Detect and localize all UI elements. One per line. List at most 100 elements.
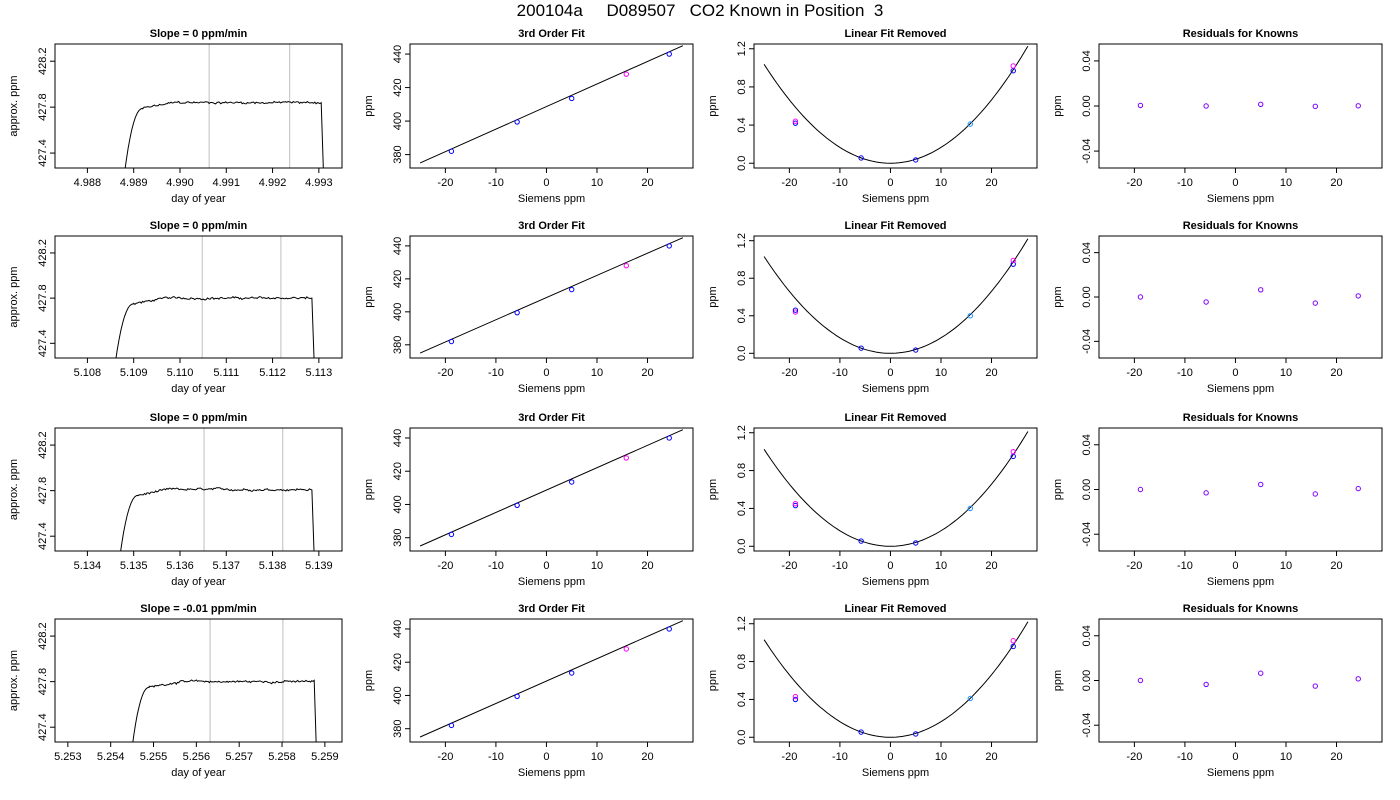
y-tick-label: 1.2: [736, 41, 748, 56]
y-axis-label: ppm: [363, 286, 375, 307]
page-title: 200104a D089507 CO2 Known in Position 3: [516, 1, 884, 20]
plot-title: Slope = 0 ppm/min: [150, 220, 248, 232]
plot-frame: [409, 427, 694, 552]
data-point: [623, 646, 629, 652]
y-tick-label: 427.8: [37, 477, 49, 505]
y-tick-label: 0.8: [736, 463, 748, 478]
y-tick-label: 400: [392, 112, 404, 130]
y-tick-label: 380: [392, 336, 404, 354]
data-point: [1137, 677, 1144, 684]
y-tick-label: 428.2: [37, 47, 49, 75]
x-tick-label: 0: [1232, 751, 1238, 763]
x-axis-label: Siemens ppm: [862, 193, 929, 205]
plot-data: [419, 429, 684, 547]
x-tick-label: 10: [935, 560, 947, 572]
data-point: [858, 729, 864, 735]
plot-frame: [54, 43, 343, 169]
x-tick-label: 4.988: [74, 177, 102, 189]
x-tick-label: -20: [437, 751, 453, 763]
plot-title: 3rd Order Fit: [518, 28, 585, 40]
y-axis-label: approx. ppm: [8, 650, 20, 711]
x-tick-label: 0: [543, 367, 549, 379]
y-tick-label: 0.8: [736, 79, 748, 94]
x-axis-label: Siemens ppm: [862, 383, 929, 395]
x-axis-label: day of year: [171, 383, 226, 395]
data-point: [514, 119, 520, 125]
quadratic-fit-curve: [763, 238, 1029, 354]
data-point: [1312, 103, 1318, 110]
plot-data: [419, 237, 684, 354]
y-tick-label: -0.04: [1081, 713, 1093, 738]
x-tick-label: 20: [985, 367, 997, 379]
y-tick-label: 428.2: [37, 239, 49, 267]
y-tick-label: 440: [392, 45, 404, 63]
x-axis-label: Siemens ppm: [518, 576, 585, 588]
data-point: [514, 693, 520, 699]
y-tick-label: -0.04: [1081, 522, 1093, 547]
y-tick-label: 380: [392, 529, 404, 547]
x-tick-label: -20: [781, 751, 797, 763]
y-axis-label: approx. ppm: [8, 75, 20, 136]
data-point: [1203, 299, 1209, 305]
plot-title: 3rd Order Fit: [518, 412, 585, 424]
data-point: [623, 71, 629, 77]
x-tick-label: 10: [935, 177, 947, 189]
plot-data: [763, 621, 1029, 738]
data-point: [792, 502, 799, 509]
data-point: [913, 540, 919, 546]
data-point: [1010, 448, 1016, 455]
plot-frame: [753, 235, 1038, 359]
x-tick-label: -20: [1126, 367, 1142, 379]
x-axis-label: Siemens ppm: [862, 767, 929, 779]
x-tick-label: 5.111: [213, 367, 239, 379]
plot-data: [124, 44, 324, 168]
x-tick-label: -10: [832, 751, 848, 763]
x-tick-label: 10: [591, 560, 603, 572]
ppm-trace-line: [132, 679, 317, 742]
fit-line: [419, 429, 684, 547]
plot-frame: [753, 618, 1038, 743]
data-point: [569, 95, 575, 102]
x-axis-label: Siemens ppm: [1207, 193, 1274, 205]
y-tick-label: 1.2: [736, 616, 748, 631]
x-tick-label: 0: [543, 177, 549, 189]
x-tick-label: 5.108: [74, 367, 102, 379]
x-tick-label: 20: [985, 751, 997, 763]
plot-panel-4: Residuals for Knowns -20 -10 0 10 20 -0.04 0.00…: [1052, 28, 1383, 205]
data-point: [792, 120, 799, 126]
plot-data: [1137, 287, 1361, 306]
data-point: [623, 262, 629, 269]
data-point: [967, 121, 973, 127]
y-tick-label: 400: [392, 686, 404, 704]
x-tick-label: 0: [887, 367, 893, 379]
y-axis-label: ppm: [363, 479, 375, 500]
data-point: [792, 696, 799, 703]
x-tick-label: 20: [1330, 560, 1342, 572]
x-tick-label: 0: [887, 751, 893, 763]
data-point: [1312, 300, 1318, 306]
y-tick-label: 0.00: [1081, 670, 1093, 691]
x-tick-label: 10: [591, 751, 603, 763]
y-tick-label: 0.04: [1081, 625, 1093, 646]
x-tick-label: 5.109: [120, 367, 148, 379]
plot-frame: [409, 235, 694, 359]
plot-data: [120, 428, 315, 551]
plot-title: 3rd Order Fit: [518, 603, 585, 615]
y-tick-label: -0.04: [1081, 329, 1093, 354]
plot-data: [115, 236, 315, 358]
plot-data: [763, 238, 1029, 354]
data-point: [792, 118, 799, 124]
x-tick-label: 5.258: [268, 751, 296, 763]
plot-frame: [409, 43, 694, 169]
y-tick-label: 428.2: [37, 622, 49, 650]
x-tick-label: 10: [1280, 751, 1292, 763]
data-point: [1203, 103, 1209, 109]
x-tick-label: 5.253: [54, 751, 82, 763]
y-tick-label: 0.0: [736, 156, 748, 171]
quadratic-fit-curve: [763, 621, 1029, 738]
x-tick-label: 5.255: [140, 751, 168, 763]
y-axis-label: ppm: [363, 670, 375, 691]
plot-title: Slope = 0 ppm/min: [150, 412, 248, 424]
data-point: [569, 479, 575, 485]
y-tick-label: 428.2: [37, 431, 49, 459]
